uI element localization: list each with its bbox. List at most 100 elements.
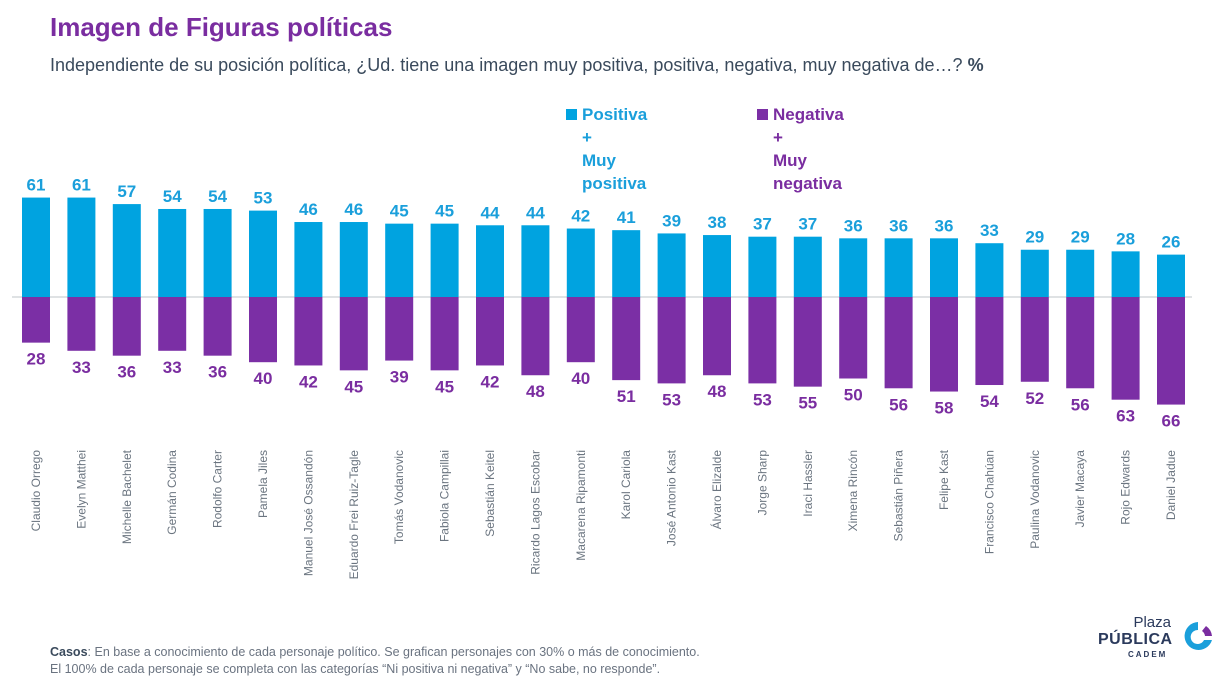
bar-positive <box>1111 251 1140 297</box>
bar-chart: 61 28 Claudio Orrego 61 33 Evelyn Matthei 57 36… <box>12 176 1192 580</box>
data-label-negative: 36 <box>117 363 136 382</box>
category-label: José Antonio Kast <box>665 449 679 546</box>
bar-negative <box>203 297 232 356</box>
bar-positive <box>566 228 595 297</box>
bar-negative <box>294 297 323 366</box>
bar-negative <box>339 297 368 371</box>
category-label: Ricardo Lagos Escobar <box>528 450 542 575</box>
bar-positive <box>158 208 187 297</box>
bar-positive <box>1157 254 1185 297</box>
footer-cases-label: Casos <box>50 645 88 659</box>
bar-negative <box>793 297 822 387</box>
legend-positive-swatch <box>566 109 577 120</box>
bar-negative <box>476 297 504 366</box>
category-label: Evelyn Matthei <box>74 450 88 529</box>
data-label-positive: 39 <box>662 211 681 230</box>
category-label: Rojo Edwards <box>1119 450 1133 525</box>
data-label-negative: 40 <box>571 369 590 388</box>
category-label: Felipe Kast <box>937 449 951 510</box>
footer-line1: : En base a conocimiento de cada persona… <box>87 645 700 659</box>
data-label-positive: 37 <box>798 215 817 234</box>
category-label: Macarena Ripamonti <box>574 450 588 561</box>
data-label-negative: 36 <box>208 363 227 382</box>
bar-negative <box>703 297 731 376</box>
data-label-positive: 53 <box>254 189 273 208</box>
bar-positive <box>884 238 913 297</box>
data-label-negative: 66 <box>1162 412 1181 431</box>
bar-negative <box>249 297 277 363</box>
bar-positive <box>67 197 96 297</box>
data-label-negative: 51 <box>617 387 636 406</box>
legend-positive-line2: Muy positiva <box>582 151 647 193</box>
data-label-positive: 45 <box>435 202 454 221</box>
footer-cases: Casos: En base a conocimiento de cada pe… <box>50 645 700 659</box>
data-label-positive: 38 <box>708 213 727 232</box>
data-label-negative: 58 <box>935 399 954 418</box>
category-label: Fabiola Campillai <box>438 450 452 542</box>
legend-positive-line1: Positiva + <box>582 105 648 147</box>
footer-note: El 100% de cada personaje se completa co… <box>50 662 661 676</box>
bar-negative <box>1066 297 1095 389</box>
category-label: Karol Cariola <box>619 450 633 520</box>
bar-negative <box>521 297 550 376</box>
data-label-negative: 53 <box>753 390 772 409</box>
bar-positive <box>22 197 50 297</box>
bar-negative <box>385 297 414 361</box>
bar-positive <box>1066 249 1095 297</box>
chart-subtitle: Independiente de su posición política, ¿… <box>50 55 984 76</box>
data-label-positive: 37 <box>753 215 772 234</box>
bar-negative <box>839 297 868 379</box>
bar-negative <box>748 297 777 384</box>
legend-negative-swatch <box>757 109 768 120</box>
data-label-negative: 28 <box>27 350 46 369</box>
bar-negative <box>112 297 141 356</box>
data-label-positive: 61 <box>72 176 91 195</box>
category-label: Álvaro Elizalde <box>709 450 724 530</box>
bar-negative <box>884 297 913 389</box>
bar-positive <box>1020 249 1049 297</box>
bar-positive <box>430 223 459 297</box>
subtitle-text: Independiente de su posición política, ¿… <box>50 55 963 75</box>
subtitle-unit: % <box>967 55 984 75</box>
data-label-positive: 45 <box>390 202 409 221</box>
data-label-negative: 50 <box>844 386 863 405</box>
logo-swirl-icon <box>1184 622 1212 650</box>
data-label-positive: 28 <box>1116 229 1135 248</box>
data-label-positive: 36 <box>844 216 863 235</box>
category-label: Manuel José Ossandón <box>301 450 315 576</box>
data-label-negative: 45 <box>435 377 454 396</box>
bar-positive <box>339 222 368 297</box>
data-label-negative: 42 <box>299 372 318 391</box>
bar-positive <box>112 204 141 297</box>
data-label-negative: 33 <box>72 358 91 377</box>
category-label: Claudio Orrego <box>29 450 43 532</box>
page-title: Imagen de Figuras políticas <box>50 12 393 42</box>
bar-positive <box>294 222 323 297</box>
data-label-negative: 52 <box>1025 389 1044 408</box>
category-label: Rodolfo Carter <box>211 450 225 528</box>
data-label-positive: 61 <box>27 176 46 195</box>
data-label-positive: 41 <box>617 208 636 227</box>
bar-positive <box>203 208 232 297</box>
bar-positive <box>839 238 868 297</box>
bar-negative <box>22 297 50 343</box>
category-label: Germán Codina <box>165 450 179 535</box>
logo-line1: Plaza <box>1133 614 1171 631</box>
bar-positive <box>521 225 550 297</box>
data-label-negative: 55 <box>798 394 817 413</box>
category-label: Tomás Vodanovic <box>392 450 406 544</box>
data-label-negative: 63 <box>1116 407 1135 426</box>
bar-positive <box>249 210 277 297</box>
data-label-positive: 54 <box>163 187 182 206</box>
data-label-negative: 56 <box>889 395 908 414</box>
category-label: Eduardo Frei Ruiz-Tagle <box>347 450 361 580</box>
data-label-positive: 29 <box>1071 228 1090 247</box>
data-label-negative: 40 <box>254 369 273 388</box>
bar-positive <box>793 236 822 297</box>
data-label-positive: 29 <box>1025 228 1044 247</box>
data-label-negative: 56 <box>1071 395 1090 414</box>
bar-positive <box>385 223 414 297</box>
bar-positive <box>975 243 1004 297</box>
data-label-positive: 26 <box>1162 233 1181 252</box>
bar-negative <box>67 297 96 351</box>
